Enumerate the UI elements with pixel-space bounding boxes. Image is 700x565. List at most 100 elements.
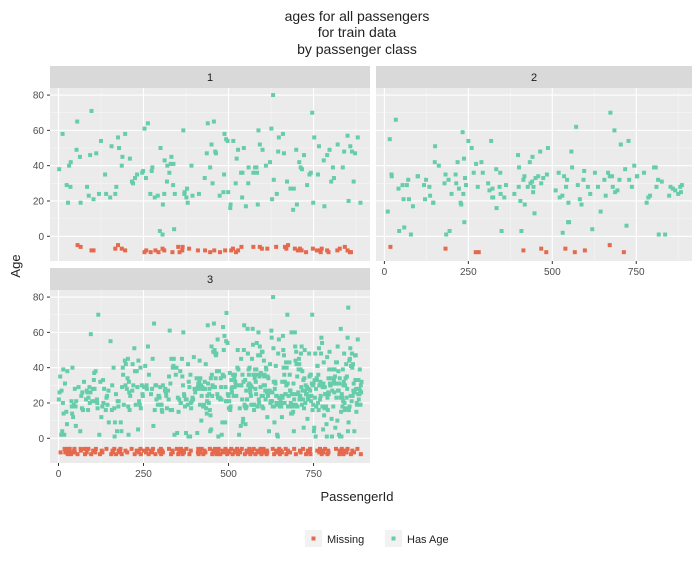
point-has-age (385, 209, 390, 214)
point-has-age (247, 365, 252, 370)
point-has-age (345, 133, 350, 138)
point-has-age (532, 211, 537, 216)
point-missing (344, 450, 349, 455)
point-has-age (91, 378, 96, 383)
point-has-age (146, 372, 151, 377)
point-has-age (114, 429, 119, 434)
point-has-age (359, 379, 364, 384)
point-has-age (530, 154, 535, 159)
point-has-age (212, 348, 217, 353)
point-missing (187, 246, 192, 251)
point-has-age (172, 191, 177, 196)
point-has-age (327, 367, 332, 372)
point-has-age (240, 170, 245, 175)
point-has-age (308, 388, 313, 393)
point-has-age (319, 335, 324, 340)
point-has-age (615, 188, 620, 193)
point-missing (156, 250, 161, 255)
point-has-age (447, 228, 452, 233)
point-has-age (263, 397, 268, 402)
point-has-age (317, 383, 322, 388)
point-missing (337, 246, 342, 251)
point-has-age (166, 397, 171, 402)
point-has-age (131, 383, 136, 388)
point-has-age (227, 399, 232, 404)
point-has-age (393, 117, 398, 122)
y-tick-label: 80 (33, 293, 45, 304)
point-missing (318, 250, 323, 255)
point-missing (292, 246, 297, 251)
facet-strip (50, 66, 370, 88)
point-has-age (428, 193, 433, 198)
y-tick-label: 40 (33, 161, 45, 172)
point-has-age (271, 177, 276, 182)
point-has-age (415, 174, 420, 179)
point-missing (141, 448, 146, 453)
point-has-age (230, 372, 235, 377)
point-has-age (389, 174, 394, 179)
point-has-age (80, 390, 85, 395)
point-has-age (78, 200, 83, 205)
point-has-age (334, 395, 339, 400)
point-missing (473, 250, 478, 255)
point-has-age (59, 388, 64, 393)
point-has-age (305, 416, 310, 421)
point-has-age (406, 177, 411, 182)
point-has-age (213, 376, 218, 381)
point-has-age (254, 165, 259, 170)
point-has-age (179, 356, 184, 361)
point-missing (210, 452, 215, 457)
point-missing (333, 446, 338, 451)
point-has-age (303, 400, 308, 405)
point-missing (274, 244, 279, 249)
point-has-age (255, 202, 260, 207)
point-has-age (119, 163, 124, 168)
point-has-age (160, 409, 165, 414)
point-missing (348, 250, 353, 255)
point-has-age (222, 172, 227, 177)
point-has-age (267, 429, 272, 434)
point-has-age (522, 202, 527, 207)
point-has-age (271, 93, 276, 98)
point-has-age (228, 404, 233, 409)
point-has-age (108, 195, 113, 200)
point-has-age (312, 135, 317, 140)
point-missing (234, 250, 239, 255)
point-has-age (103, 172, 108, 177)
point-has-age (110, 383, 115, 388)
point-has-age (309, 399, 314, 404)
point-has-age (479, 160, 484, 165)
point-has-age (230, 385, 235, 390)
point-has-age (346, 305, 351, 310)
point-has-age (332, 367, 337, 372)
point-missing (176, 244, 181, 249)
point-has-age (299, 402, 304, 407)
point-has-age (327, 147, 332, 152)
point-has-age (199, 418, 204, 423)
legend-item-has-age: Has Age (385, 530, 449, 547)
point-has-age (171, 356, 176, 361)
point-has-age (253, 386, 258, 391)
point-missing (93, 450, 98, 455)
title-line-2: for train data (318, 24, 397, 40)
point-has-age (538, 149, 543, 154)
legend: Missing Has Age (305, 530, 449, 547)
point-has-age (635, 174, 640, 179)
point-has-age (257, 344, 262, 349)
point-has-age (79, 393, 84, 398)
point-missing (184, 446, 189, 451)
point-missing (197, 450, 202, 455)
point-has-age (88, 153, 93, 158)
point-has-age (171, 363, 176, 368)
point-has-age (290, 404, 295, 409)
point-missing (223, 248, 228, 253)
point-missing (84, 450, 89, 455)
point-has-age (353, 378, 358, 383)
point-missing (443, 246, 448, 251)
point-has-age (60, 429, 65, 434)
point-has-age (569, 149, 574, 154)
point-has-age (245, 326, 250, 331)
point-has-age (497, 184, 502, 189)
point-has-age (319, 351, 324, 356)
point-has-age (531, 190, 536, 195)
